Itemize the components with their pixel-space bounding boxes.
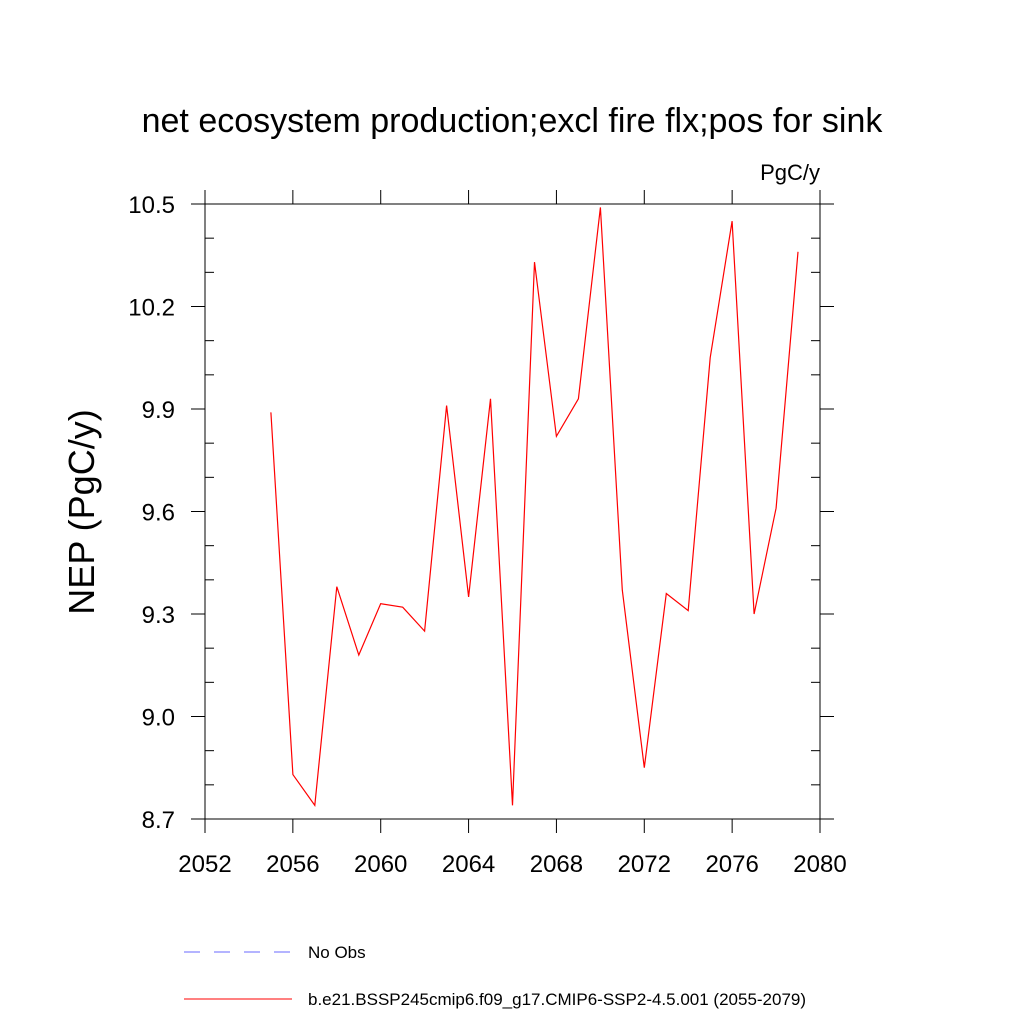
axis-ticks: [191, 190, 834, 833]
y-tick-label: 9.6: [142, 500, 175, 527]
y-tick-label: 10.2: [128, 295, 175, 322]
x-tick-label: 2076: [705, 851, 758, 878]
legend-label: No Obs: [308, 943, 366, 962]
series-layer: [270, 207, 799, 807]
units-label: PgC/y: [760, 160, 820, 185]
y-tick-label: 8.7: [142, 807, 175, 834]
legend: No Obs b.e21.BSSP245cmip6.f09_g17.CMIP6-S…: [184, 943, 806, 1009]
x-tick-label: 2064: [442, 851, 495, 878]
x-tick-label: 2060: [354, 851, 407, 878]
x-tick-label: 2056: [266, 851, 319, 878]
chart-title: net ecosystem production;excl fire flx;p…: [142, 102, 884, 140]
legend-label: b.e21.BSSP245cmip6.f09_g17.CMIP6-SSP2-4.…: [308, 990, 806, 1009]
y-tick-label: 10.5: [128, 192, 175, 219]
x-tick-label: 2080: [793, 851, 846, 878]
y-tick-label: 9.9: [142, 397, 175, 424]
x-tick-label: 2072: [618, 851, 671, 878]
series-line-0: [270, 207, 799, 807]
plot-frame: [204, 203, 821, 820]
y-tick-label: 9.3: [142, 602, 175, 629]
x-tick-label: 2052: [178, 851, 231, 878]
tick-labels: 2052 2056 2060 2064 2068 2072 2076 2080 8.7 9.0 9.…: [128, 192, 846, 878]
y-axis-label: NEP (PgC/y): [61, 409, 102, 614]
x-tick-label: 2068: [530, 851, 583, 878]
y-tick-label: 9.0: [142, 705, 175, 732]
